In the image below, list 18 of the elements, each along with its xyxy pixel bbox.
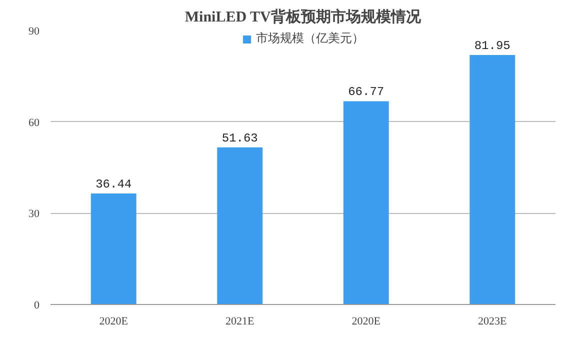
y-tick-label: 90 [28,26,40,38]
y-tick-label: 60 [28,116,40,129]
bar [90,194,136,304]
data-label: 81.95 [474,39,510,54]
x-tick-label: 2020E [352,316,381,328]
data-label: 51.63 [222,131,258,146]
bar [343,101,389,304]
y-tick-label: 30 [28,208,40,220]
chart-title: MiniLED TV背板预期市场规模情况 [184,8,422,26]
y-tick-label: 0 [34,300,40,312]
data-label: 36.44 [96,178,132,192]
x-tick-label: 2021E [226,316,255,328]
legend-label: 市场规模（亿美元） [256,30,364,47]
bar [470,55,516,304]
x-tick-label: 2020E [99,316,128,328]
bar [217,147,263,304]
data-label: 66.77 [348,85,384,100]
x-tick-label: 2023E [478,316,508,328]
